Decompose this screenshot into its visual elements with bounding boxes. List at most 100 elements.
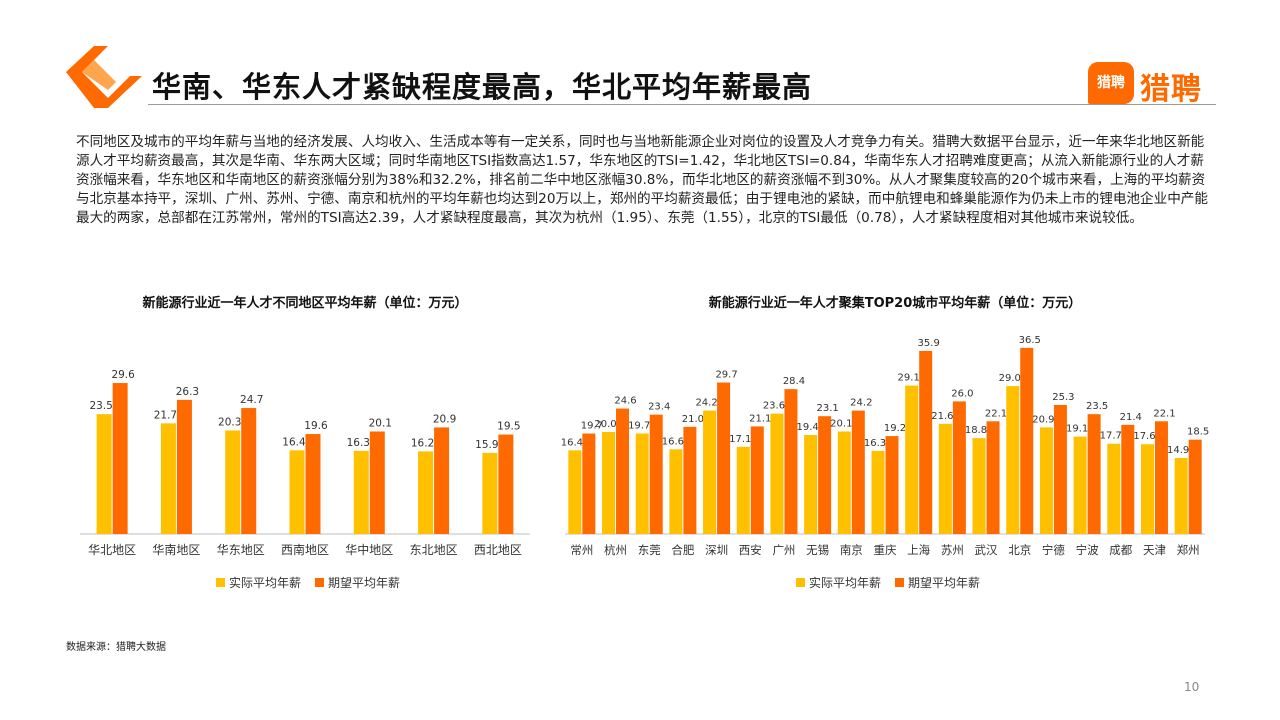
city-salary-chart: 16.4 19.7 常州 20.0 24.6 杭州 19.7 23.4 东莞 16.6 21.0 合肥…: [561, 335, 1210, 557]
bar-expected: [616, 408, 630, 534]
data-label-expected: 36.5: [1019, 335, 1041, 346]
data-label-expected: 29.7: [715, 370, 737, 381]
data-label-actual: 23.6: [763, 401, 785, 412]
bar-expected: [1188, 439, 1202, 534]
data-label-actual: 23.5: [89, 400, 112, 412]
data-label-actual: 18.8: [965, 425, 987, 436]
data-label-expected: 20.1: [369, 417, 392, 429]
region-chart-legend: 实际平均年薪 期望平均年薪: [216, 574, 400, 591]
data-label-expected: 26.3: [176, 386, 199, 398]
data-label-expected: 22.1: [985, 408, 1007, 419]
data-label-actual: 14.9: [1167, 445, 1189, 456]
bar-actual: [938, 423, 952, 534]
bar-expected: [498, 434, 514, 534]
category-tick-label: 华东地区: [217, 543, 265, 557]
bar-expected: [649, 414, 663, 534]
data-label-actual: 20.9: [1032, 414, 1054, 425]
legend-item-actual: 实际平均年薪: [796, 574, 881, 591]
brand-badge-icon: 猎聘: [1088, 62, 1134, 104]
bar-expected: [683, 426, 697, 534]
bar-expected: [885, 436, 899, 534]
legend-label-expected: 期望平均年薪: [908, 576, 981, 590]
data-label-expected: 19.7: [581, 421, 603, 432]
category-tick-label: 武汉: [975, 543, 998, 557]
bar-actual: [1039, 427, 1053, 534]
category-tick-label: 杭州: [604, 543, 627, 557]
category-tick-label: 北京: [1008, 543, 1031, 557]
data-label-expected: 28.4: [783, 376, 805, 387]
data-label-actual: 16.3: [864, 438, 886, 449]
slide-logo-mark: [66, 46, 142, 108]
bar-actual: [1174, 458, 1188, 534]
data-label-expected: 20.9: [433, 413, 456, 425]
data-label-expected: 29.6: [111, 369, 135, 381]
legend-item-expected: 期望平均年薪: [315, 574, 400, 591]
data-label-actual: 16.4: [561, 437, 583, 448]
data-label-actual: 20.0: [594, 419, 616, 430]
bar-expected: [986, 421, 1000, 534]
bar-expected: [1121, 424, 1135, 534]
bar-actual: [770, 413, 784, 534]
category-tick-label: 华北地区: [88, 543, 136, 557]
data-label-expected: 19.2: [884, 423, 906, 434]
data-label-expected: 23.5: [1086, 401, 1108, 412]
page-number: 10: [1184, 680, 1200, 694]
brand-name: 猎聘: [1140, 72, 1202, 107]
category-tick-label: 成都: [1109, 543, 1132, 557]
data-label-actual: 24.2: [695, 398, 717, 409]
data-label-actual: 20.1: [830, 418, 852, 429]
legend-swatch-actual: [216, 578, 225, 587]
bar-expected: [818, 416, 832, 534]
data-label-actual: 20.3: [218, 416, 241, 428]
data-label-actual: 19.1: [1066, 424, 1088, 435]
data-label-expected: 21.4: [1120, 412, 1142, 423]
bar-actual: [972, 438, 986, 534]
data-source-note: 数据来源：猎聘大数据: [66, 642, 166, 653]
bar-expected: [369, 431, 385, 534]
bar-expected: [112, 383, 128, 534]
bar-expected: [1087, 414, 1101, 534]
legend-item-expected: 期望平均年薪: [895, 574, 980, 591]
title-divider: [148, 104, 1216, 105]
bar-actual: [482, 452, 498, 534]
bar-actual: [804, 435, 818, 534]
bar-actual: [1073, 436, 1087, 534]
category-tick-label: 上海: [907, 543, 930, 557]
category-tick-label: 广州: [772, 543, 795, 557]
bar-actual: [703, 410, 717, 534]
data-label-expected: 26.0: [951, 388, 973, 399]
category-tick-label: 华南地区: [152, 542, 200, 557]
category-tick-label: 西南地区: [281, 542, 329, 557]
bar-actual: [1107, 443, 1121, 534]
bar-expected: [784, 389, 798, 534]
page-title: 华南、华东人才紧缺程度最高，华北平均年薪最高: [152, 70, 813, 104]
bar-actual: [568, 450, 582, 534]
data-label-actual: 29.1: [898, 373, 920, 384]
bar-actual: [871, 450, 885, 534]
bar-actual: [669, 449, 683, 534]
data-label-actual: 17.6: [1133, 431, 1155, 442]
data-label-expected: 21.1: [749, 413, 771, 424]
bar-actual: [602, 432, 616, 534]
bar-actual: [736, 446, 750, 534]
bar-actual: [1140, 444, 1154, 534]
data-label-expected: 24.6: [614, 396, 636, 407]
data-label-expected: 25.3: [1052, 392, 1074, 403]
data-label-actual: 21.7: [154, 409, 177, 421]
category-tick-label: 苏州: [941, 543, 964, 557]
bar-expected: [241, 408, 257, 534]
bar-expected: [176, 399, 192, 534]
category-tick-label: 合肥: [671, 543, 694, 557]
bar-actual: [96, 414, 112, 534]
legend-item-actual: 实际平均年薪: [216, 574, 301, 591]
data-label-expected: 21.0: [682, 414, 704, 425]
category-tick-label: 华中地区: [345, 542, 393, 557]
bar-expected: [952, 401, 966, 534]
bar-expected: [919, 350, 933, 534]
data-label-actual: 16.4: [282, 436, 306, 448]
category-tick-label: 南京: [840, 543, 863, 557]
legend-label-actual: 实际平均年薪: [809, 576, 882, 590]
legend-label-expected: 期望平均年薪: [328, 576, 401, 590]
category-tick-label: 东北地区: [410, 543, 458, 557]
category-tick-label: 深圳: [705, 543, 728, 557]
